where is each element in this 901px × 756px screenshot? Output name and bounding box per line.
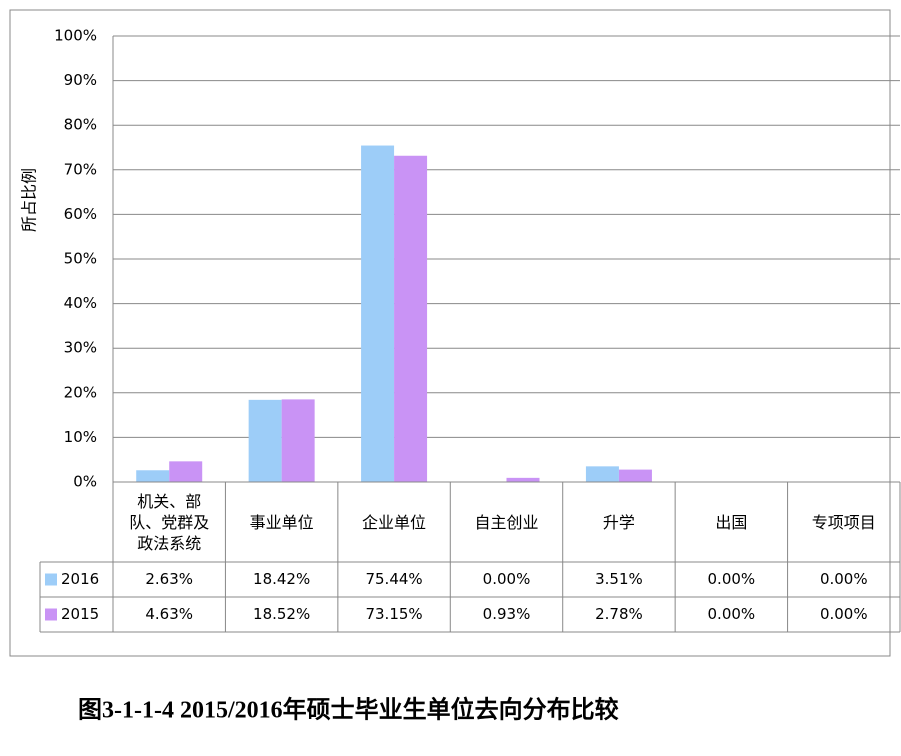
table-value: 75.44% xyxy=(365,570,422,588)
table-value: 3.51% xyxy=(595,570,643,588)
table-value: 0.93% xyxy=(483,605,531,623)
y-tick-label: 0% xyxy=(73,473,97,491)
x-tick-label: 升学 xyxy=(602,512,635,532)
table-value: 2.78% xyxy=(595,605,643,623)
table-value: 0.00% xyxy=(708,605,756,623)
bar xyxy=(618,469,652,482)
table-value: 0.00% xyxy=(820,570,868,588)
bar xyxy=(361,145,395,482)
chart-title: 图3-1-1-4 2015/2016年硕士毕业生单位去向分布比较 xyxy=(78,696,619,724)
legend-swatch xyxy=(45,573,57,586)
y-tick-label: 70% xyxy=(64,160,97,178)
chart-frame xyxy=(9,9,891,657)
bar xyxy=(136,470,170,482)
x-tick-label: 机关、部队、党群及政法系统 xyxy=(129,491,210,553)
table-value: 0.00% xyxy=(820,605,868,623)
x-tick-label: 出国 xyxy=(715,512,748,532)
bar xyxy=(394,155,428,482)
y-tick-label: 60% xyxy=(64,205,97,223)
bar xyxy=(169,461,203,482)
bar xyxy=(506,477,540,482)
table-value: 18.52% xyxy=(253,605,310,623)
x-tick-label: 事业单位 xyxy=(249,512,314,532)
x-tick-label: 专项项目 xyxy=(811,512,876,532)
bar xyxy=(248,399,282,482)
table-value: 0.00% xyxy=(483,570,531,588)
y-tick-label: 20% xyxy=(64,383,97,401)
y-axis-label: 所占比例 xyxy=(20,168,39,232)
y-tick-label: 30% xyxy=(64,339,97,357)
y-tick-label: 50% xyxy=(64,250,97,268)
legend-swatch xyxy=(45,608,57,621)
y-tick-label: 90% xyxy=(64,71,97,89)
bar xyxy=(585,466,619,482)
y-tick-label: 100% xyxy=(54,27,97,45)
legend-label: 2016 xyxy=(61,570,99,588)
y-tick-label: 10% xyxy=(64,428,97,446)
y-tick-label: 80% xyxy=(64,116,97,134)
table-value: 4.63% xyxy=(145,605,193,623)
x-tick-label: 企业单位 xyxy=(362,512,427,532)
table-value: 0.00% xyxy=(708,570,756,588)
x-tick-label: 自主创业 xyxy=(474,512,539,532)
table-value: 2.63% xyxy=(145,570,193,588)
y-tick-label: 40% xyxy=(64,294,97,312)
legend-label: 2015 xyxy=(61,605,99,623)
table-value: 18.42% xyxy=(253,570,310,588)
bar xyxy=(281,399,315,482)
table-value: 73.15% xyxy=(365,605,422,623)
